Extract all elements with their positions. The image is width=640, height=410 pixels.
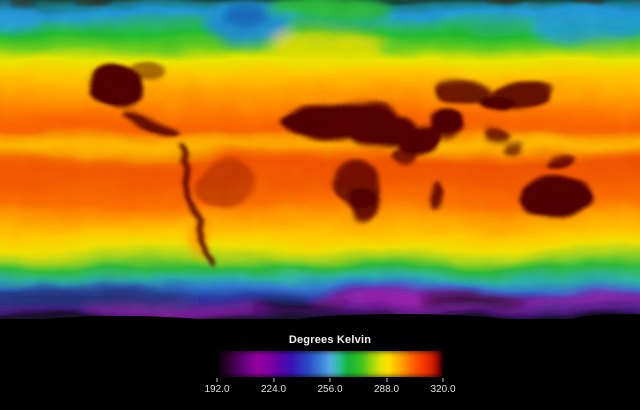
global-temperature-map <box>0 0 640 319</box>
bottom-edge-black-1 <box>298 314 502 319</box>
colorbar-tick-label: 288.0 <box>373 384 400 395</box>
texture-mottle <box>0 0 640 319</box>
colorbar-legend: Degrees Kelvin 192.0 224.0 256.0 288.0 320.0 <box>204 334 456 400</box>
colorbar-tick-label: 320.0 <box>430 384 456 395</box>
legend-title: Degrees Kelvin <box>288 334 372 346</box>
bottom-edge-black-3 <box>572 314 640 319</box>
colorbar-tick-label: 192.0 <box>204 384 230 395</box>
colorbar-tick <box>273 378 274 382</box>
colorbar-tick-label: 224.0 <box>260 384 287 395</box>
colorbar-gradient <box>217 351 443 377</box>
colorbar-tick <box>329 378 331 382</box>
colorbar-tick <box>386 378 387 382</box>
colorbar-tick <box>216 378 218 382</box>
colorbar-tick <box>442 378 444 382</box>
bottom-edge-black-2 <box>41 316 199 319</box>
colorbar-tick-label: 256.0 <box>317 384 343 395</box>
colorbar-ticks: 192.0 224.0 256.0 288.0 320.0 <box>204 334 456 400</box>
